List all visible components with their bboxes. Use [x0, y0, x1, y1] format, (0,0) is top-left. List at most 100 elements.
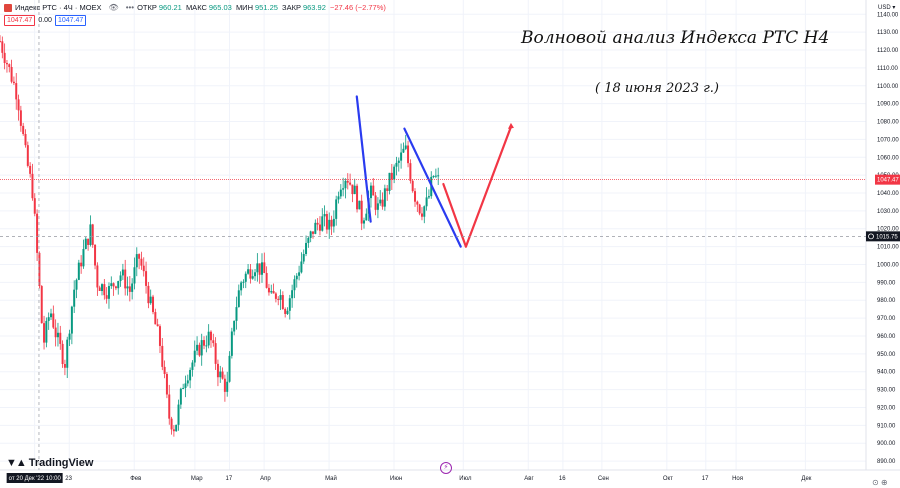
crosshair-price-label-bg	[866, 231, 900, 242]
candle-body	[267, 287, 270, 293]
price-tick-label: 1090.00	[877, 102, 899, 108]
symbol-name[interactable]: Индекс РТС · 4Ч · MOEX	[15, 3, 102, 12]
price-tick-label: 1070.00	[877, 137, 899, 143]
candle-body	[235, 307, 238, 321]
candle-body	[138, 254, 141, 259]
candle-body	[344, 180, 347, 189]
candle-body	[177, 404, 180, 425]
price-tick-label: 1080.00	[877, 120, 899, 126]
symbol-icon	[4, 3, 12, 12]
candle-body	[372, 185, 375, 196]
candle-body	[207, 331, 210, 346]
more-icon[interactable]: •••	[125, 3, 135, 12]
candle-body	[323, 213, 326, 217]
price-tick-label: 930.00	[877, 388, 896, 394]
lightning-icon[interactable]: ⚡	[440, 462, 452, 474]
candle-body	[369, 185, 372, 199]
candle-body	[24, 134, 27, 146]
candle-body	[242, 281, 245, 283]
candle-body	[101, 284, 104, 291]
time-tick-label: Авг	[524, 476, 534, 482]
candle-body	[203, 340, 206, 346]
candle-body	[432, 176, 435, 178]
candle-body	[356, 185, 359, 210]
candle-body	[216, 363, 219, 378]
price-tick-label: 980.00	[877, 298, 896, 304]
candle-body	[305, 242, 308, 255]
candle-body	[36, 213, 39, 253]
candle-body	[351, 184, 354, 195]
candle-body	[291, 290, 294, 299]
candle-body	[321, 216, 324, 231]
candle-body	[10, 66, 13, 82]
candle-body	[228, 355, 231, 382]
candle-body	[135, 254, 138, 268]
candle-body	[295, 275, 298, 280]
candle-body	[247, 269, 250, 274]
candle-body	[288, 298, 291, 311]
candle-body	[47, 317, 50, 321]
price-tick-label: 960.00	[877, 334, 896, 340]
candle-body	[233, 320, 236, 332]
currency-label: USD ▾	[878, 5, 895, 11]
time-tick-label: 17	[225, 476, 232, 482]
candle-body	[70, 306, 73, 334]
candle-body	[200, 340, 203, 356]
time-tick-label: Фев	[130, 476, 141, 482]
candle-body	[298, 272, 301, 276]
time-tick-label: 16	[559, 476, 566, 482]
settings-icons[interactable]: ⊙ ⊕	[872, 478, 888, 487]
candle-body	[374, 195, 377, 210]
change-value: −27.46 (−2.77%)	[330, 3, 386, 12]
annotation-title[interactable]: Волновой анализ Индекса РТС Н4	[521, 28, 830, 48]
chart-legend: Индекс РТС · 4Ч · MOEX 👁 ••• ОТКР 960.21 …	[4, 3, 388, 12]
candle-body	[379, 199, 382, 204]
candle-body	[328, 219, 331, 230]
price-tick-label: 1000.00	[877, 262, 899, 268]
input-value-1[interactable]: 1047.47	[4, 15, 36, 26]
candle-body	[209, 331, 212, 341]
candle-body	[390, 172, 393, 180]
candle-body	[107, 286, 110, 299]
candle-body	[309, 231, 312, 238]
candle-body	[393, 166, 396, 180]
candle-body	[404, 145, 407, 149]
candle-body	[75, 279, 78, 290]
candle-body	[258, 263, 261, 275]
high-value: 965.03	[208, 3, 232, 12]
candle-body	[349, 182, 352, 185]
candle-body	[383, 188, 386, 207]
candle-body	[330, 219, 333, 227]
input-value-3[interactable]: 1047.47	[54, 15, 87, 26]
candle-body	[427, 196, 430, 198]
candle-body	[265, 272, 268, 288]
candle-body	[33, 198, 36, 214]
candle-body	[193, 350, 196, 363]
candle-body	[94, 244, 97, 266]
annotation-subtitle[interactable]: ( 18 июня 2023 г.)	[595, 81, 719, 96]
candle-body	[152, 296, 155, 313]
candle-body	[52, 313, 55, 328]
candle-body	[318, 224, 321, 231]
crosshair-plus-icon	[868, 233, 874, 240]
price-tick-label: 910.00	[877, 423, 896, 429]
candle-body	[219, 371, 222, 378]
candle-body	[376, 203, 379, 210]
candle-body	[124, 269, 127, 289]
candle-body	[335, 199, 338, 219]
time-tick-label: 23	[65, 476, 72, 482]
candle-body	[407, 145, 410, 164]
candle-body	[22, 125, 25, 135]
candle-body	[133, 267, 136, 284]
candle-body	[254, 272, 257, 277]
candle-body	[381, 199, 384, 207]
candle-body	[237, 290, 240, 308]
tradingview-logo[interactable]: ▼▲ TradingView	[6, 457, 93, 469]
candle-body	[337, 196, 340, 200]
wave-line-blue	[355, 95, 372, 223]
candle-body	[212, 340, 215, 344]
candle-body	[50, 313, 53, 318]
wave-line-blue	[403, 127, 462, 248]
eye-icon[interactable]: 👁	[108, 3, 119, 12]
